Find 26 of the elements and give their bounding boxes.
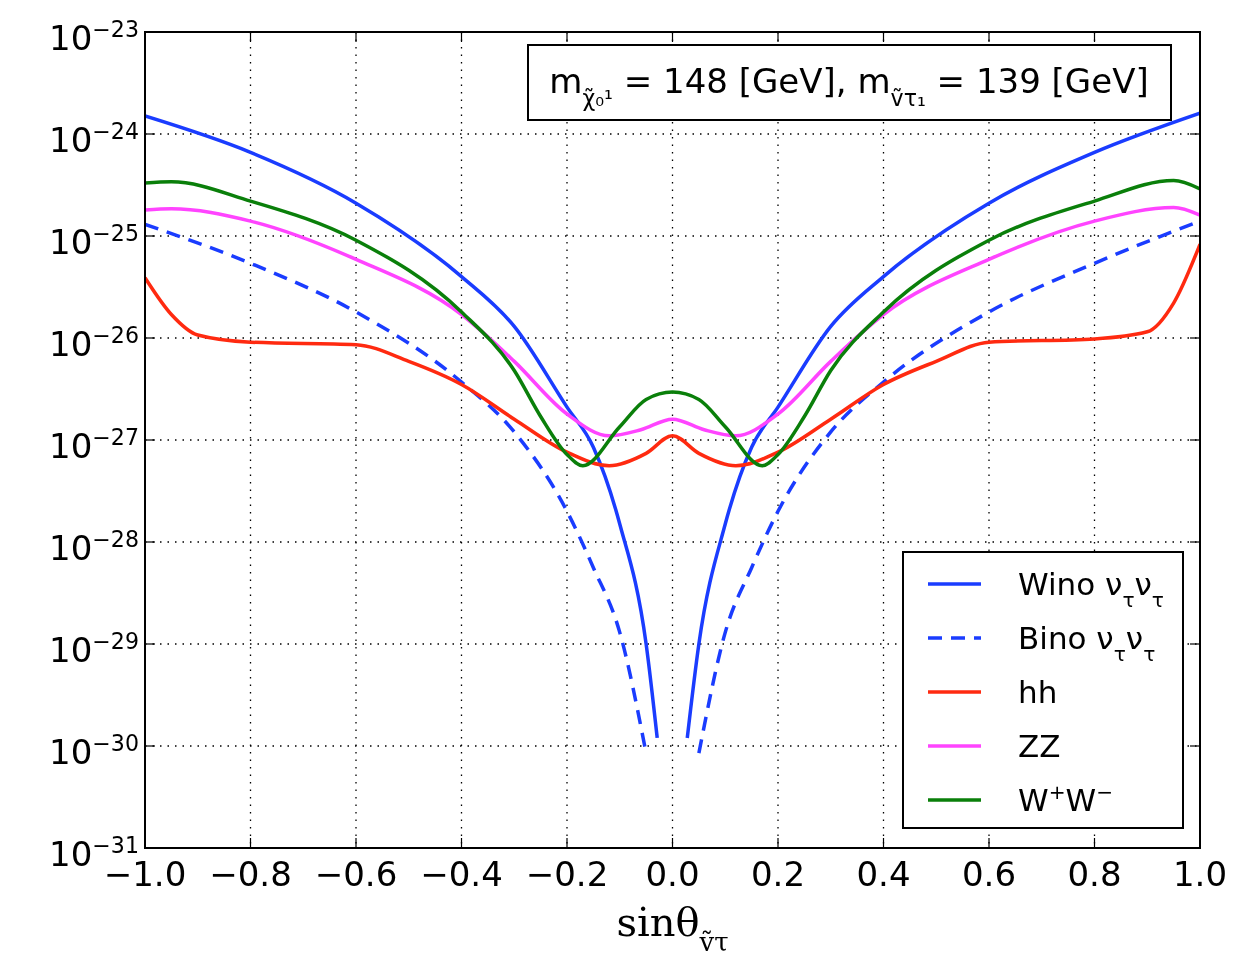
y-tick-label: 10$^{−27}$ [49,424,139,466]
x-tick-label: −0.2 [525,854,609,894]
x-tick-label: 0.2 [750,854,806,894]
legend-label: W$^{+}$W$^{−}$ [1018,780,1114,818]
legend-label: Wino ν$_{τ}$ν$_{τ}$ [1018,566,1164,612]
x-tick-label: 0.4 [856,854,911,894]
x-tick-label: 1.0 [1172,854,1228,894]
legend-label: hh [1018,674,1058,710]
y-tick-label: 10$^{−23}$ [49,16,139,58]
legend-label: ZZ [1018,728,1061,764]
y-tick-label: 10$^{−24}$ [49,118,139,160]
y-tick-label: 10$^{−26}$ [49,322,139,364]
y-tick-label: 10$^{−25}$ [49,220,139,262]
x-axis-title: sinθ$_{ṽτ}$ [616,899,729,955]
x-tick-label: −0.8 [209,854,292,894]
x-tick-label: 0.6 [961,854,1017,894]
x-tick-label: −0.6 [314,854,398,894]
y-tick-label: 10$^{−29}$ [49,628,139,670]
y-tick-label: 10$^{−28}$ [49,526,139,568]
y-tick-label: 10$^{−30}$ [49,730,139,772]
x-tick-label: 0.0 [645,854,700,894]
x-tick-label: −0.4 [420,854,503,894]
legend-label: Bino ν$_{τ}$ν$_{τ}$ [1018,620,1156,666]
x-tick-label: −1.0 [103,854,187,894]
annotation: m$_{χ̃₀¹}$ = 148 [GeV], m$_{ṽτ₁}$ = 139 [GeV] [549,61,1149,111]
x-tick-label: 0.8 [1067,854,1122,894]
